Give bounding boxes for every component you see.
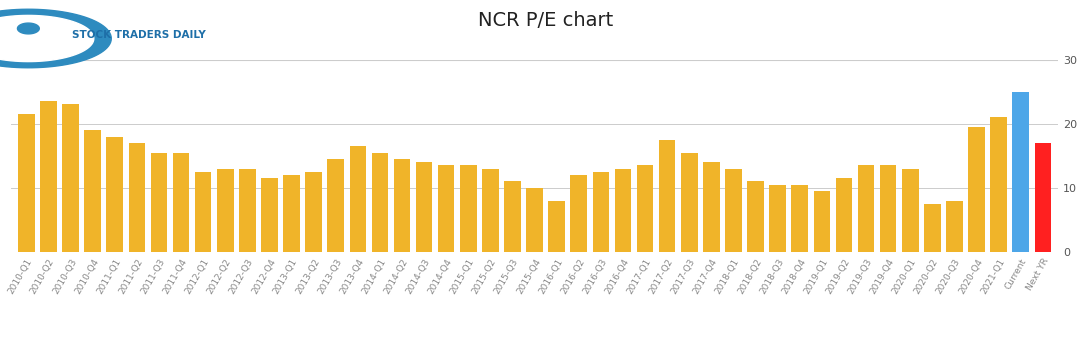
Bar <box>791 185 808 252</box>
Bar <box>526 188 543 252</box>
Bar <box>195 172 212 252</box>
Bar <box>659 140 675 252</box>
Bar <box>991 117 1007 252</box>
Bar <box>217 169 233 252</box>
Bar <box>62 104 79 252</box>
Bar <box>1012 92 1029 252</box>
Bar <box>19 114 35 252</box>
Bar <box>394 159 410 252</box>
Bar <box>571 175 587 252</box>
Bar <box>614 169 632 252</box>
Bar <box>703 162 720 252</box>
Bar <box>84 130 101 252</box>
Bar <box>284 175 300 252</box>
Bar <box>1034 143 1051 252</box>
Bar <box>681 153 697 252</box>
Bar <box>924 204 940 252</box>
Bar <box>261 178 278 252</box>
Bar <box>437 166 455 252</box>
Bar <box>327 159 344 252</box>
Bar <box>814 191 830 252</box>
Polygon shape <box>0 9 111 68</box>
Bar <box>879 166 897 252</box>
Bar <box>836 178 852 252</box>
Bar <box>239 169 255 252</box>
Bar <box>549 201 565 252</box>
Polygon shape <box>0 15 94 62</box>
Bar <box>726 169 742 252</box>
Polygon shape <box>17 23 39 34</box>
Bar <box>107 136 123 252</box>
Bar <box>747 181 764 252</box>
Bar <box>416 162 432 252</box>
Bar <box>372 153 388 252</box>
Text: NCR P/E chart: NCR P/E chart <box>478 10 613 29</box>
Bar <box>40 101 57 252</box>
Bar <box>460 166 477 252</box>
Bar <box>129 143 145 252</box>
Bar <box>305 172 322 252</box>
Bar <box>637 166 654 252</box>
Text: STOCK TRADERS DAILY: STOCK TRADERS DAILY <box>72 30 206 40</box>
Bar <box>968 127 985 252</box>
Bar <box>769 185 786 252</box>
Bar <box>902 169 919 252</box>
Bar <box>504 181 520 252</box>
Bar <box>592 172 609 252</box>
Bar <box>151 153 167 252</box>
Bar <box>946 201 962 252</box>
Bar <box>482 169 499 252</box>
Bar <box>172 153 190 252</box>
Bar <box>349 146 367 252</box>
Bar <box>858 166 874 252</box>
